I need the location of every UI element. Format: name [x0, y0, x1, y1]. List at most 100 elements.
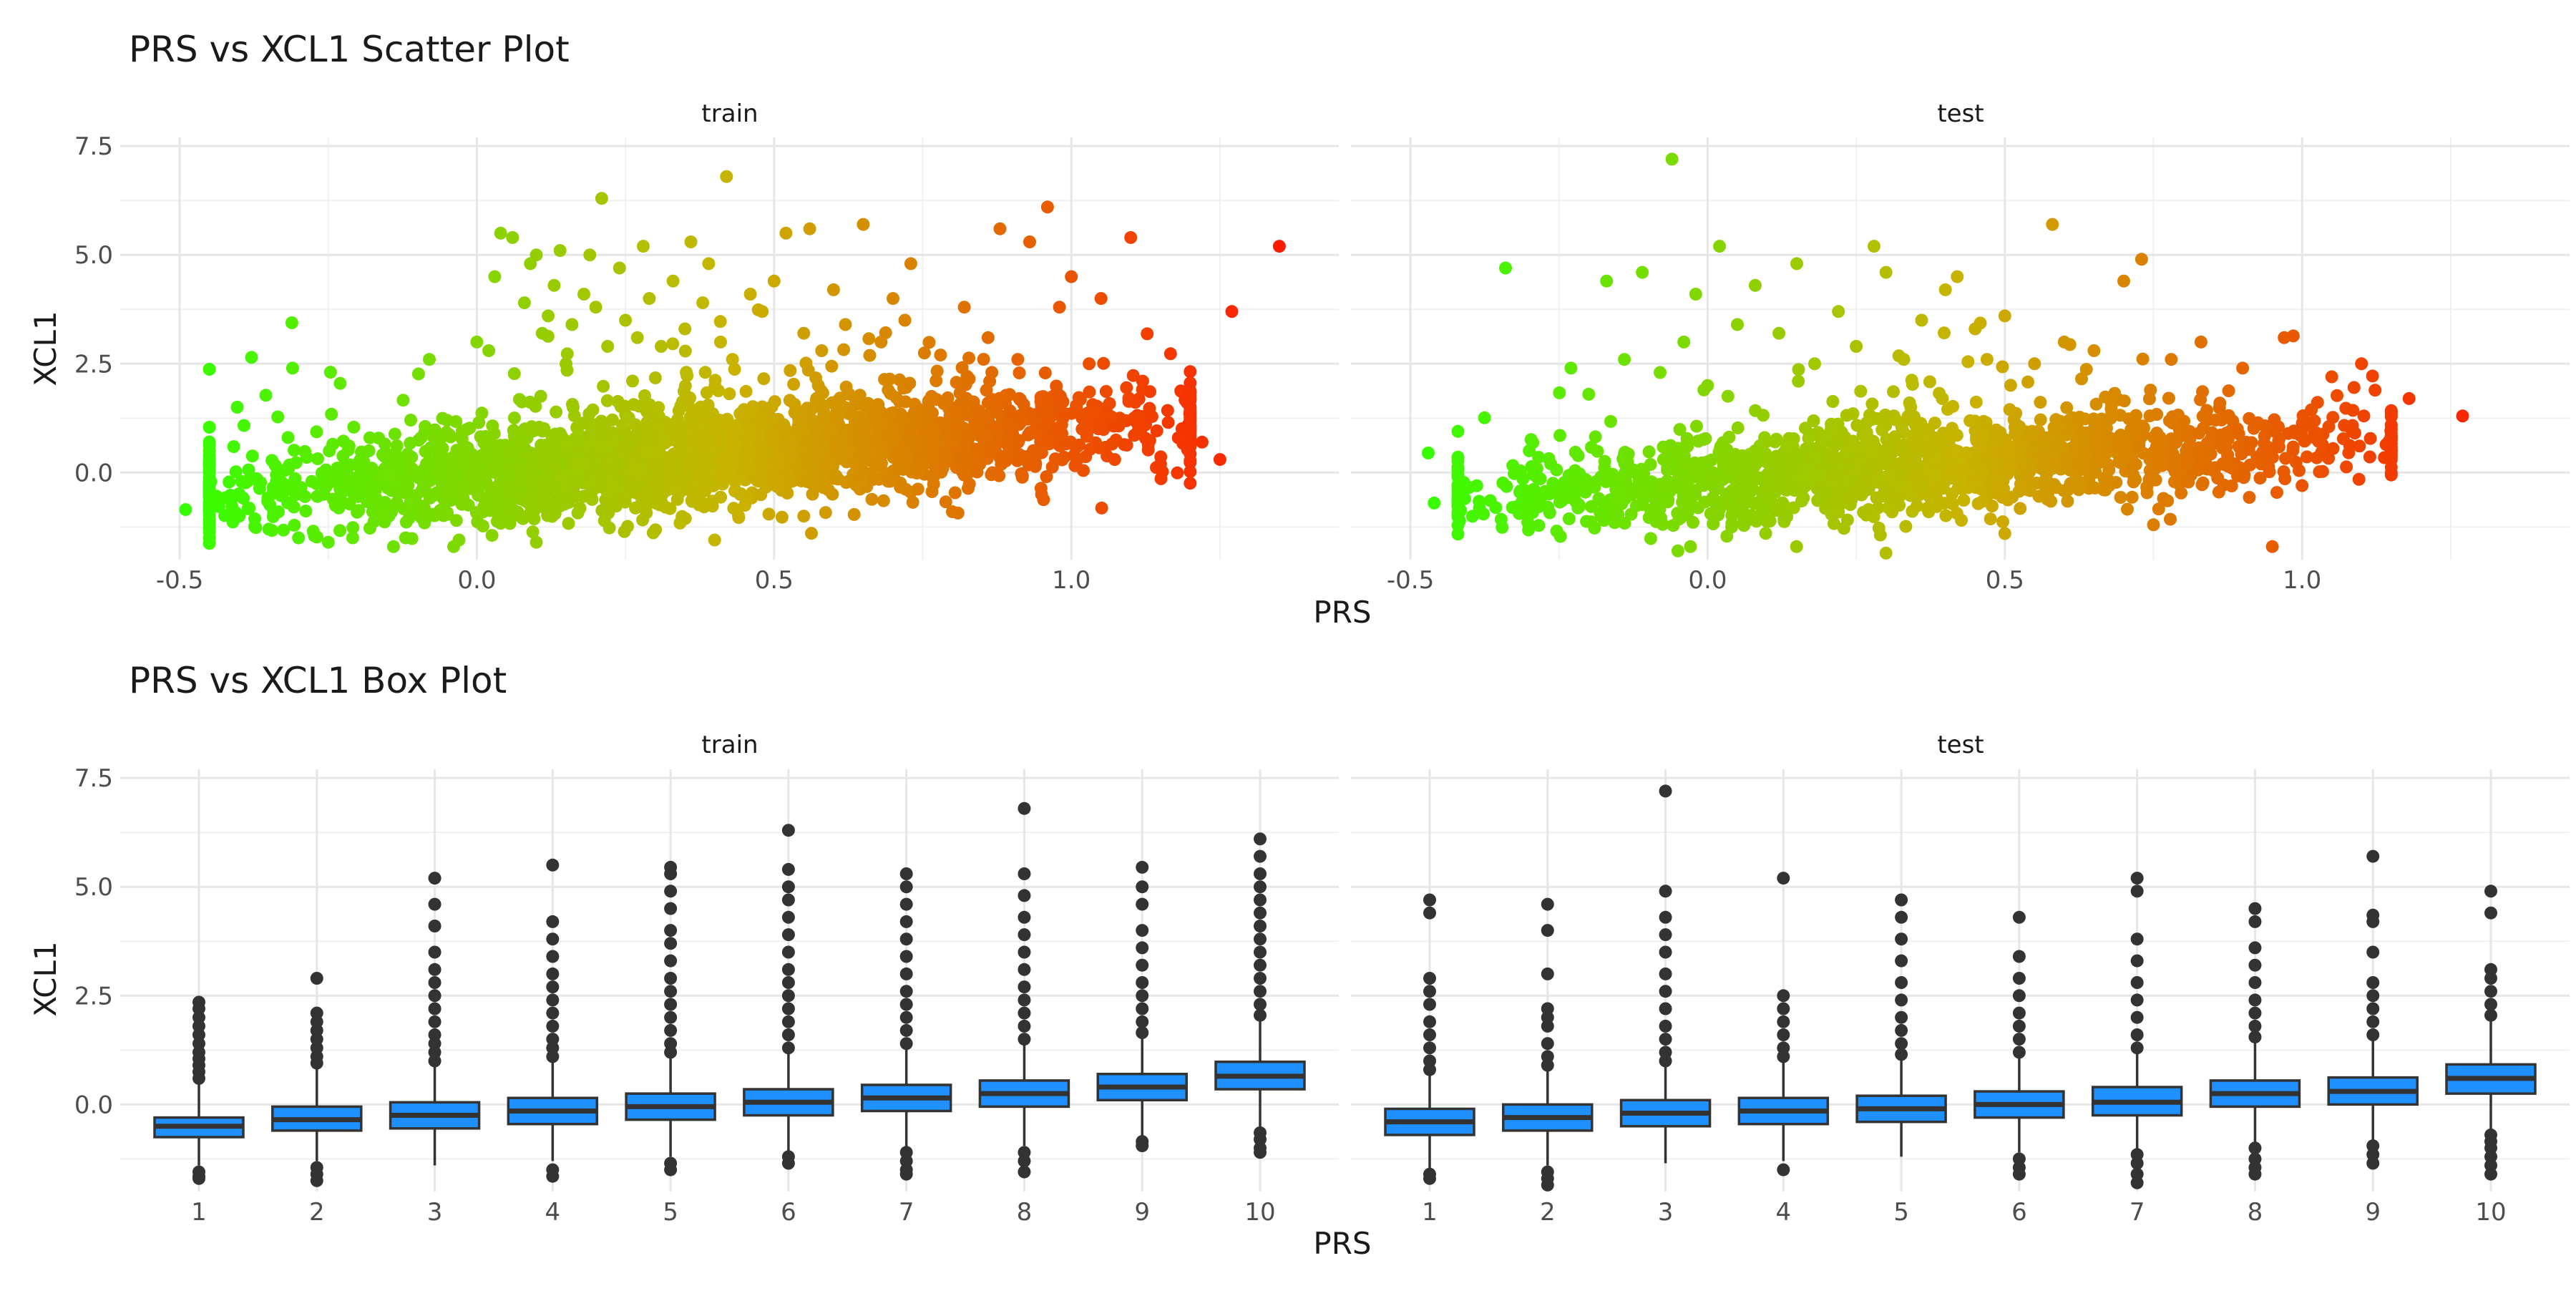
outlier-point — [2248, 1019, 2262, 1033]
scatter-point — [259, 389, 273, 402]
outlier-point — [1777, 1015, 1790, 1028]
scatter-point — [1171, 431, 1185, 444]
outlier-point — [1423, 893, 1436, 907]
scatter-point — [734, 487, 748, 500]
scatter-point — [1996, 515, 2009, 529]
outlier-point — [1018, 802, 1031, 815]
scatter-point — [597, 379, 610, 393]
scatter-point — [826, 283, 840, 296]
scatter-point — [394, 468, 408, 482]
scatter-point — [780, 467, 794, 480]
y-tick-label: 5.0 — [74, 241, 113, 270]
scatter-point — [560, 347, 574, 361]
scatter-point — [708, 533, 721, 547]
scatter-point — [248, 512, 261, 525]
scatter-point — [2099, 483, 2112, 497]
scatter-point — [367, 515, 381, 528]
scatter-point — [1094, 292, 1108, 306]
outlier-point — [1254, 920, 1267, 932]
scatter-point — [1132, 392, 1146, 406]
scatter-point — [548, 479, 561, 493]
scatter-point — [1040, 470, 1053, 484]
scatter-point — [595, 192, 608, 205]
scatter-point — [786, 437, 799, 450]
outlier-point — [1659, 1046, 1672, 1059]
outlier-point — [428, 897, 441, 911]
outlier-point — [781, 928, 795, 942]
scatter-point — [1014, 416, 1028, 429]
scatter-point — [1946, 399, 1960, 413]
outlier-point — [2248, 958, 2262, 972]
scatter-point — [474, 430, 487, 444]
box-plot-title: PRS vs XCL1 Box Plot — [129, 660, 507, 701]
scatter-point — [643, 292, 656, 306]
outlier-point — [899, 897, 913, 911]
scatter-point — [683, 461, 696, 474]
scatter-point — [1832, 505, 1845, 519]
scatter-point — [2368, 384, 2382, 397]
scatter-point — [1980, 353, 1994, 366]
scatter-point — [1040, 200, 1054, 214]
scatter-point — [329, 464, 343, 477]
outlier-point — [2012, 1167, 2026, 1181]
scatter-point — [507, 411, 521, 425]
scatter-point — [754, 445, 768, 459]
scatter-point — [1713, 240, 1727, 253]
scatter-point — [595, 477, 609, 491]
scatter-point — [2079, 363, 2093, 376]
scatter-point — [675, 510, 689, 523]
outlier-point — [546, 1033, 560, 1046]
scatter-point — [783, 394, 796, 407]
scatter-point — [959, 378, 972, 391]
scatter-point — [219, 491, 233, 505]
scatter-point — [1136, 374, 1149, 388]
scatter-point — [2023, 465, 2036, 479]
scatter-point — [238, 419, 250, 432]
scatter-point — [2166, 410, 2179, 424]
outlier-point — [1895, 993, 1908, 1007]
scatter-point — [2182, 475, 2195, 489]
box-9 — [2327, 849, 2419, 1170]
scatter-point — [1213, 453, 1226, 467]
scatter-point — [2175, 486, 2188, 500]
scatter-point — [415, 484, 429, 497]
outlier-point — [2012, 950, 2026, 963]
scatter-point — [741, 405, 754, 419]
scatter-point — [1865, 397, 1879, 411]
scatter-point — [282, 479, 296, 492]
scatter-point — [482, 344, 496, 357]
x-tick-label: 3 — [427, 1198, 443, 1227]
outlier-point — [2012, 989, 2026, 1003]
scatter-point — [1072, 391, 1085, 404]
scatter-point — [2061, 495, 2074, 508]
outlier-point — [1018, 928, 1031, 942]
scatter-point — [2326, 411, 2340, 424]
scatter-point — [299, 505, 313, 518]
scatter-point — [1700, 455, 1714, 469]
scatter-point — [686, 434, 699, 448]
scatter-point — [684, 235, 698, 248]
outlier-point — [310, 1174, 323, 1187]
outlier-point — [2248, 976, 2262, 989]
outlier-point — [2012, 1046, 2026, 1059]
scatter-point — [469, 482, 482, 496]
scatter-point — [396, 394, 410, 407]
scatter-point — [1122, 391, 1136, 405]
outlier-point — [1018, 1006, 1031, 1020]
scatter-point — [482, 445, 495, 459]
scatter-point — [777, 418, 791, 432]
scatter-point — [839, 318, 852, 331]
scatter-point — [1451, 424, 1465, 438]
x-tick-label: 0.5 — [755, 566, 794, 595]
scatter-point — [1035, 405, 1049, 419]
scatter-point — [1773, 458, 1787, 472]
scatter-point — [1642, 511, 1656, 525]
scatter-point — [1161, 404, 1174, 417]
scatter-point — [2114, 491, 2127, 504]
scatter-point — [292, 531, 306, 545]
scatter-point — [1808, 357, 1821, 371]
outlier-point — [781, 893, 795, 907]
scatter-point — [2301, 450, 2313, 464]
scatter-point — [547, 439, 561, 452]
outlier-point — [1895, 1010, 1908, 1024]
